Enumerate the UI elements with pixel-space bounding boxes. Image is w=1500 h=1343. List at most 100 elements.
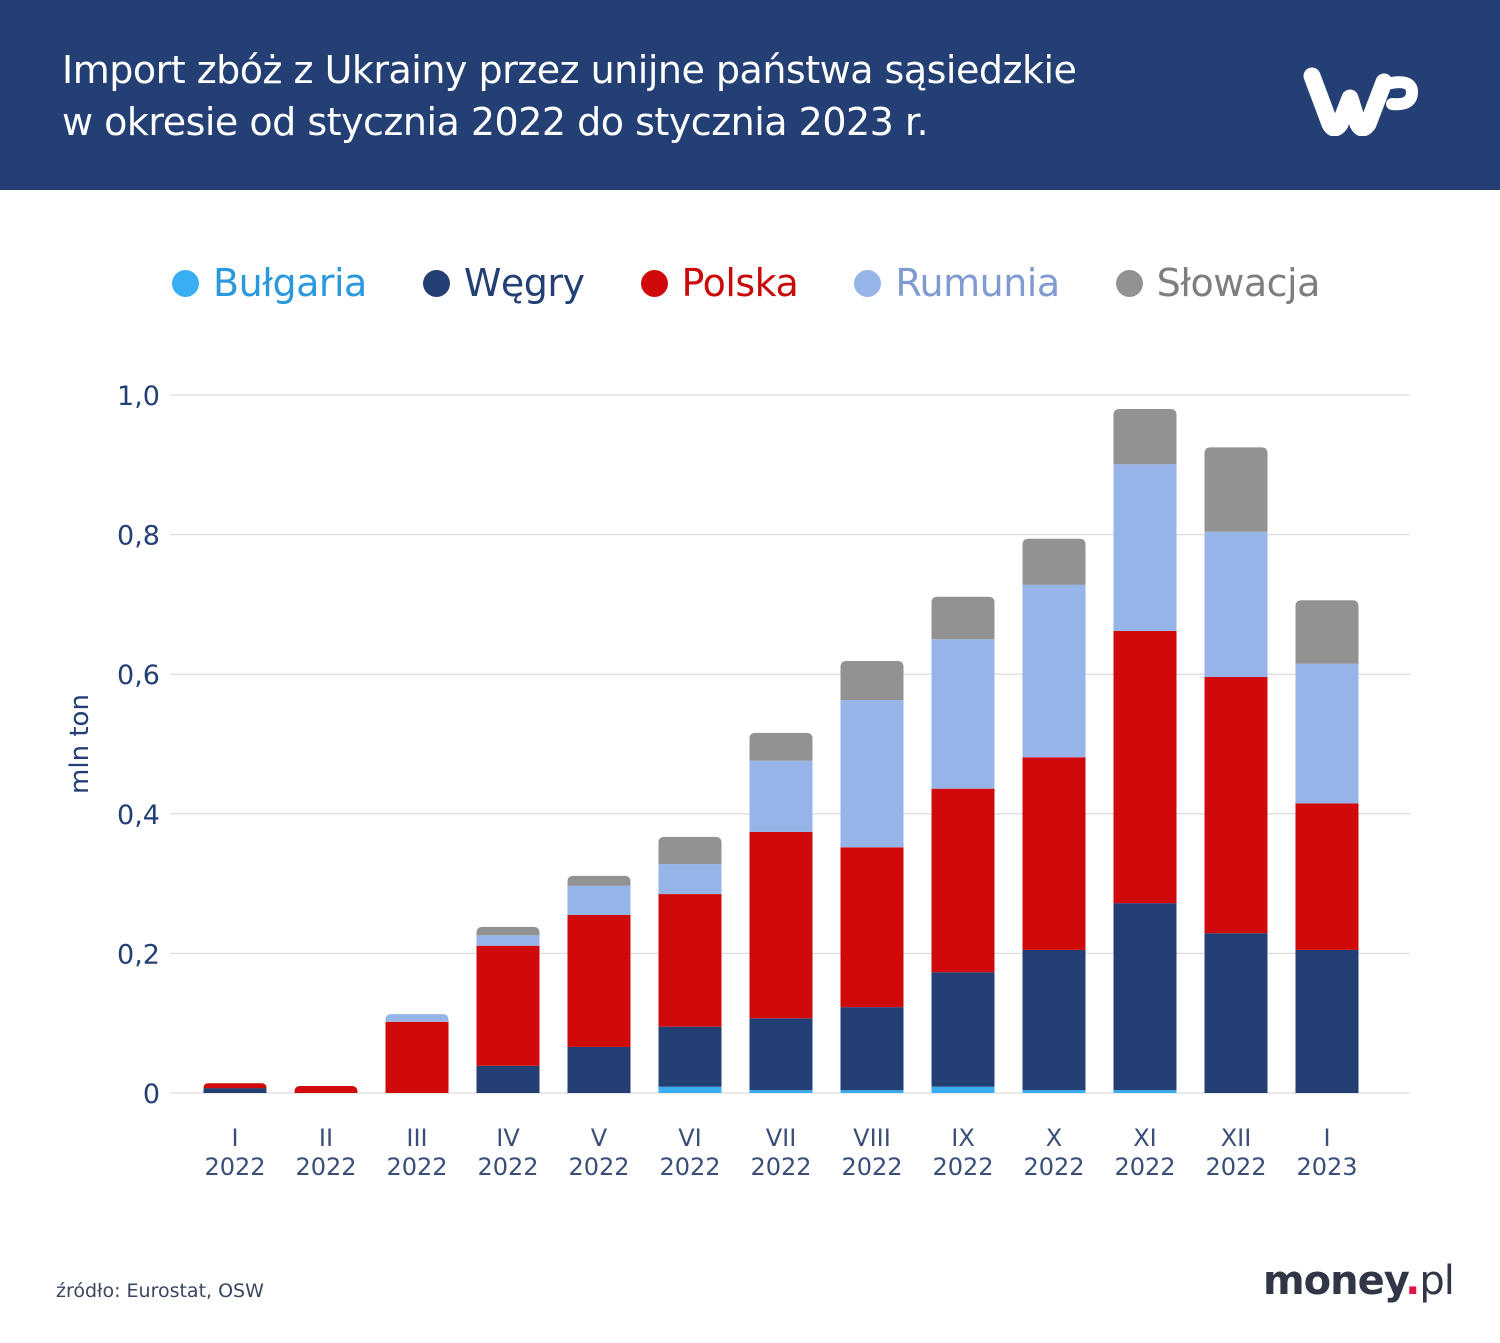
bar-segment-rumunia — [840, 700, 904, 848]
y-axis-label: mln ton — [65, 694, 95, 794]
bar-segment-węgry — [476, 1065, 540, 1093]
x-tick-label-year: 2022 — [1114, 1153, 1175, 1181]
legend-item-4: Słowacja — [1115, 261, 1321, 305]
bar-segment-węgry — [749, 1018, 813, 1091]
bar-segment-bułgaria — [658, 1086, 722, 1093]
bar-segment-polska — [294, 1086, 358, 1093]
bar-segment-węgry — [931, 972, 995, 1087]
x-tick-label-year: 2022 — [841, 1153, 902, 1181]
legend-dot-icon — [640, 269, 668, 297]
x-tick-label-year: 2022 — [932, 1153, 993, 1181]
bar-segment-polska — [658, 894, 722, 1027]
bar-segment-węgry — [658, 1026, 722, 1087]
chart-title: Import zbóż z Ukrainy przez unijne państ… — [62, 44, 1262, 148]
y-tick-label: 0,6 — [117, 660, 160, 691]
bar-segment-rumunia — [749, 760, 813, 832]
y-tick-label: 0 — [143, 1079, 160, 1110]
x-tick-label-month: III — [406, 1124, 427, 1152]
bar-segment-rumunia — [385, 1014, 449, 1022]
brand-suffix: pl — [1419, 1258, 1455, 1304]
x-tick-label-month: VI — [678, 1124, 702, 1152]
x-tick-label-year: 2022 — [659, 1153, 720, 1181]
x-tick-label-month: II — [319, 1124, 333, 1152]
legend-item-1: Węgry — [422, 261, 585, 305]
y-tick-label: 0,8 — [117, 521, 160, 552]
bar-segment-bułgaria — [931, 1086, 995, 1093]
chart-legend: Bułgaria Węgry Polska Rumunia Słowacja — [172, 258, 1376, 308]
y-tick-label: 0,2 — [117, 939, 160, 970]
bar-segment-rumunia — [658, 864, 722, 895]
bar-segment-słowacja — [1295, 600, 1359, 664]
legend-item-0: Bułgaria — [172, 261, 367, 305]
bar-segment-węgry — [567, 1046, 631, 1093]
bar-segment-węgry — [1295, 949, 1359, 1093]
bar-segment-słowacja — [931, 596, 995, 640]
bar-segment-polska — [840, 847, 904, 1008]
bar-segment-polska — [476, 945, 540, 1066]
bar-segment-bułgaria — [1113, 1090, 1177, 1093]
bar-segment-słowacja — [840, 660, 904, 701]
legend-label: Rumunia — [895, 261, 1060, 305]
bar-segment-bułgaria — [1022, 1090, 1086, 1093]
bar-segment-słowacja — [658, 836, 722, 865]
legend-item-3: Rumunia — [854, 261, 1060, 305]
legend-label: Polska — [681, 261, 799, 305]
bar-segment-rumunia — [476, 935, 540, 946]
bar-segment-węgry — [1022, 949, 1086, 1091]
bar-segment-rumunia — [1204, 531, 1268, 677]
x-tick-label-month: X — [1046, 1124, 1062, 1152]
bar-segment-słowacja — [567, 875, 631, 886]
bar-segment-słowacja — [749, 732, 813, 761]
bar-segment-polska — [749, 831, 813, 1019]
bar-segment-rumunia — [567, 885, 631, 916]
x-tick-label-month: VII — [766, 1124, 797, 1152]
legend-label: Słowacja — [1156, 261, 1321, 305]
bar-segment-węgry — [1113, 903, 1177, 1091]
title-line-1: Import zbóż z Ukrainy przez unijne państ… — [62, 48, 1077, 92]
bar-segment-słowacja — [1022, 538, 1086, 585]
legend-item-2: Polska — [640, 261, 799, 305]
bar-segment-polska — [1295, 803, 1359, 950]
x-tick-label-month: I — [231, 1124, 238, 1152]
bar-segment-rumunia — [1295, 663, 1359, 804]
brand-main: money — [1263, 1258, 1406, 1304]
bar-segment-rumunia — [1113, 464, 1177, 631]
bar-segment-polska — [1022, 757, 1086, 950]
x-tick-label-month: XI — [1133, 1124, 1157, 1152]
x-tick-label-year: 2022 — [386, 1153, 447, 1181]
bar-segment-słowacja — [1113, 408, 1177, 465]
wp-logo-icon — [1303, 67, 1419, 136]
legend-label: Węgry — [463, 261, 585, 305]
bar-segment-bułgaria — [840, 1090, 904, 1093]
x-tick-label-year: 2022 — [1205, 1153, 1266, 1181]
legend-dot-icon — [172, 269, 199, 297]
x-tick-label-year: 2023 — [1296, 1153, 1357, 1181]
money-pl-logo: money.pl — [1263, 1258, 1455, 1304]
bar-segment-polska — [567, 915, 631, 1047]
bar-segment-polska — [203, 1083, 267, 1089]
x-tick-label-month: IX — [951, 1124, 975, 1152]
header-banner: Import zbóż z Ukrainy przez unijne państ… — [0, 0, 1500, 190]
legend-dot-icon — [854, 269, 882, 297]
x-tick-label-year: 2022 — [204, 1153, 265, 1181]
bar-segment-słowacja — [476, 926, 540, 936]
legend-dot-icon — [422, 269, 450, 297]
x-tick-label-month: V — [591, 1124, 608, 1152]
bar-segment-węgry — [840, 1007, 904, 1091]
brand-dot: . — [1405, 1258, 1420, 1304]
bar-segment-rumunia — [1022, 584, 1086, 758]
x-tick-label-year: 2022 — [750, 1153, 811, 1181]
legend-label: Bułgaria — [213, 261, 367, 305]
bar-segment-węgry — [203, 1088, 267, 1093]
bar-segment-polska — [385, 1021, 449, 1093]
y-tick-label: 1,0 — [117, 381, 160, 412]
x-tick-label-month: XII — [1221, 1124, 1252, 1152]
source-note: źródło: Eurostat, OSW — [56, 1280, 264, 1302]
x-tick-label-month: I — [1323, 1124, 1330, 1152]
bar-segment-słowacja — [1204, 447, 1268, 532]
y-tick-label: 0,4 — [117, 800, 160, 831]
bar-segment-rumunia — [931, 639, 995, 789]
bar-segment-polska — [1204, 676, 1268, 934]
bar-segment-polska — [1113, 630, 1177, 904]
